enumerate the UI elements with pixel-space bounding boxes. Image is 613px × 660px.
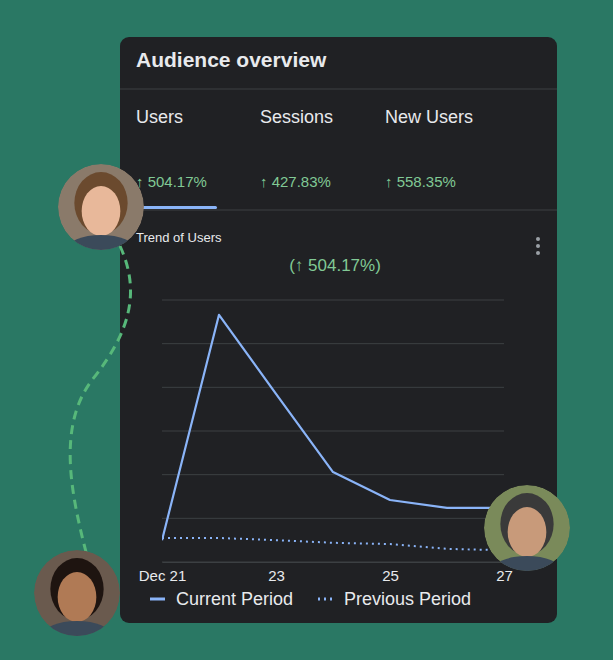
- x-tick-label: 23: [268, 567, 285, 584]
- legend-swatch: [150, 598, 165, 601]
- chart-title: Trend of Users: [136, 230, 222, 245]
- avatar: [58, 164, 144, 265]
- separator: [120, 210, 557, 211]
- avatar-body: [493, 556, 562, 586]
- avatar-face: [58, 572, 97, 622]
- avatar-body: [67, 235, 136, 265]
- avatar-face: [82, 186, 121, 236]
- grid-line: [162, 300, 504, 301]
- grid-line: [162, 474, 504, 475]
- series-line: [162, 538, 504, 550]
- x-axis-line: [163, 562, 505, 563]
- separator: [120, 89, 557, 90]
- tab-label[interactable]: New Users: [385, 107, 473, 127]
- x-tick: 25: [382, 562, 399, 584]
- tab-indicator: [136, 206, 217, 209]
- tab-change: ↑ 558.35%: [385, 173, 456, 190]
- avatar: [484, 485, 570, 586]
- menu-dot[interactable]: [536, 237, 540, 241]
- x-tick: Dec 21: [139, 562, 187, 584]
- background: [0, 0, 613, 660]
- x-tick-label: 27: [496, 567, 513, 584]
- grid-line: [162, 431, 504, 432]
- menu-dot[interactable]: [536, 251, 540, 255]
- avatar-face: [508, 507, 547, 557]
- grid: [162, 300, 504, 562]
- legend-swatch: [318, 598, 333, 601]
- tab-label[interactable]: Sessions: [260, 107, 333, 127]
- avatar: [34, 550, 120, 651]
- plot-area: [162, 315, 504, 550]
- tab-change: ↑ 427.83%: [260, 173, 331, 190]
- tab-change: ↑ 504.17%: [136, 173, 207, 190]
- x-tick: 23: [268, 562, 285, 584]
- x-tick-label: Dec 21: [139, 567, 187, 584]
- chart-subtitle: (↑ 504.17%): [289, 256, 381, 275]
- legend: Current Period Previous Period: [150, 589, 471, 609]
- legend-label: Previous Period: [344, 589, 471, 609]
- tab-label[interactable]: Users: [136, 107, 183, 127]
- menu-dot[interactable]: [536, 244, 540, 248]
- avatar-body: [43, 621, 112, 651]
- card-title: Audience overview: [136, 48, 327, 71]
- page: Audience overview Users ↑ 504.17% Sessions ↑…: [0, 0, 613, 660]
- x-tick-label: 25: [382, 567, 399, 584]
- x-axis: Dec 21 23 25 27: [139, 562, 513, 584]
- series-line: [162, 315, 504, 540]
- grid-line: [162, 562, 504, 563]
- legend-label: Current Period: [176, 589, 293, 609]
- grid-line: [162, 518, 504, 519]
- grid-line: [162, 387, 504, 388]
- grid-line: [162, 343, 504, 344]
- connector: [70, 246, 130, 552]
